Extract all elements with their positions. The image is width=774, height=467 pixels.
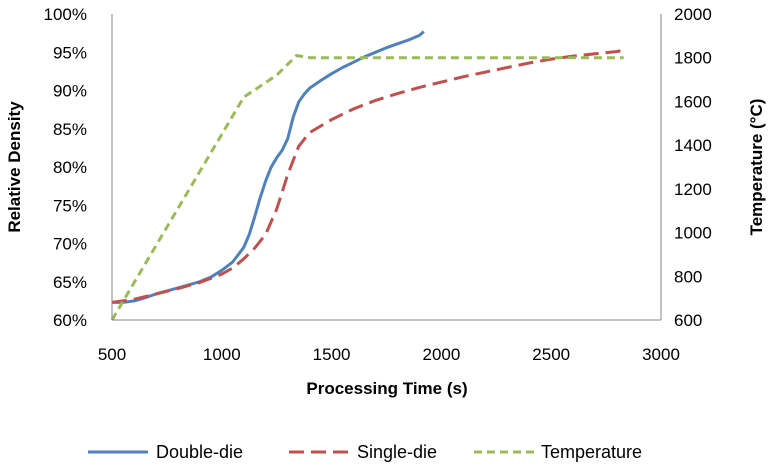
series-line-double-die: [112, 30, 425, 304]
left-y-tick-label: 95%: [53, 43, 87, 62]
x-tick-label: 1500: [313, 345, 351, 364]
x-tick-label: 2000: [422, 345, 460, 364]
x-axis-title: Processing Time (s): [306, 379, 467, 398]
series-line-single-die: [111, 48, 625, 304]
left-y-tick-label: 70%: [53, 235, 87, 254]
right-y-tick-label: 1200: [674, 180, 712, 199]
right-y-tick-label: 600: [674, 311, 702, 330]
x-tick-label: 2500: [532, 345, 570, 364]
right-y-tick-label: 1600: [674, 92, 712, 111]
right-y-tick-labels: 600 800 1000 1200 1400 1600 1800 2000: [674, 5, 712, 330]
x-tick-label: 500: [98, 345, 126, 364]
legend: Double-die Single-die Temperature: [88, 442, 642, 462]
right-y-tick-label: 1000: [674, 224, 712, 243]
right-y-tick-label: 2000: [674, 5, 712, 24]
legend-label-double-die: Double-die: [156, 442, 243, 462]
x-tick-label: 1000: [203, 345, 241, 364]
right-y-tick-label: 800: [674, 267, 702, 286]
left-y-tick-label: 80%: [53, 158, 87, 177]
left-y-tick-label: 60%: [53, 311, 87, 330]
right-y-axis-title: Temperature (°C): [747, 99, 766, 236]
left-y-tick-label: 75%: [53, 196, 87, 215]
left-y-tick-label: 100%: [44, 5, 87, 24]
x-tick-labels: 500 1000 1500 2000 2500 3000: [98, 345, 680, 364]
right-y-tick-label: 1800: [674, 49, 712, 68]
series-line-temperature: [110, 54, 624, 321]
x-tick-label: 3000: [642, 345, 680, 364]
left-y-tick-label: 90%: [53, 82, 87, 101]
right-y-tick-label: 1400: [674, 136, 712, 155]
plot-lines: [110, 30, 625, 321]
legend-label-temperature: Temperature: [541, 442, 642, 462]
left-y-tick-label: 65%: [53, 273, 87, 292]
left-y-tick-labels: 60% 65% 70% 75% 80% 85% 90% 95% 100%: [44, 5, 87, 330]
left-y-tick-label: 85%: [53, 120, 87, 139]
left-y-axis-title: Relative Density: [5, 101, 24, 233]
legend-label-single-die: Single-die: [357, 442, 437, 462]
